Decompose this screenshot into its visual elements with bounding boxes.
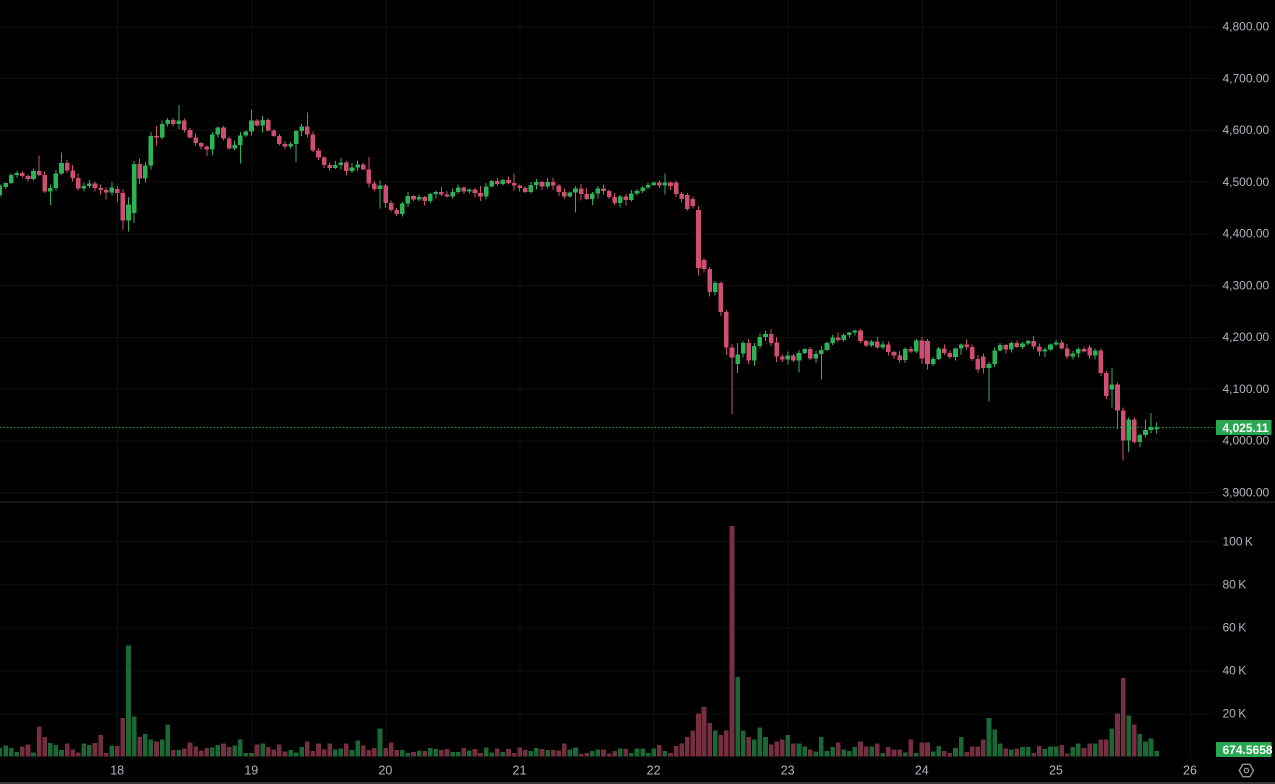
svg-text:4,100.00: 4,100.00 (1223, 382, 1270, 396)
svg-text:4,025.11: 4,025.11 (1223, 421, 1269, 435)
svg-text:20 K: 20 K (1223, 707, 1247, 721)
svg-text:20: 20 (378, 764, 392, 778)
svg-text:23: 23 (781, 764, 795, 778)
svg-text:4,300.00: 4,300.00 (1223, 278, 1270, 292)
svg-text:4,700.00: 4,700.00 (1223, 71, 1270, 85)
svg-text:4,400.00: 4,400.00 (1223, 227, 1270, 241)
svg-text:25: 25 (1049, 764, 1063, 778)
svg-text:674.5658: 674.5658 (1223, 743, 1273, 757)
svg-text:4,200.00: 4,200.00 (1223, 330, 1270, 344)
svg-text:21: 21 (513, 764, 527, 778)
svg-text:60 K: 60 K (1223, 621, 1247, 635)
svg-text:22: 22 (647, 764, 661, 778)
svg-text:3,900.00: 3,900.00 (1223, 485, 1270, 499)
svg-text:4,000.00: 4,000.00 (1223, 434, 1270, 448)
svg-text:100 K: 100 K (1223, 534, 1253, 548)
svg-text:24: 24 (915, 764, 929, 778)
svg-text:80 K: 80 K (1223, 577, 1247, 591)
svg-text:4,600.00: 4,600.00 (1223, 123, 1270, 137)
svg-text:40 K: 40 K (1223, 664, 1247, 678)
svg-text:4,800.00: 4,800.00 (1223, 20, 1270, 34)
svg-text:4,500.00: 4,500.00 (1223, 175, 1270, 189)
svg-text:19: 19 (244, 764, 258, 778)
svg-text:18: 18 (110, 764, 124, 778)
svg-text:26: 26 (1183, 764, 1197, 778)
